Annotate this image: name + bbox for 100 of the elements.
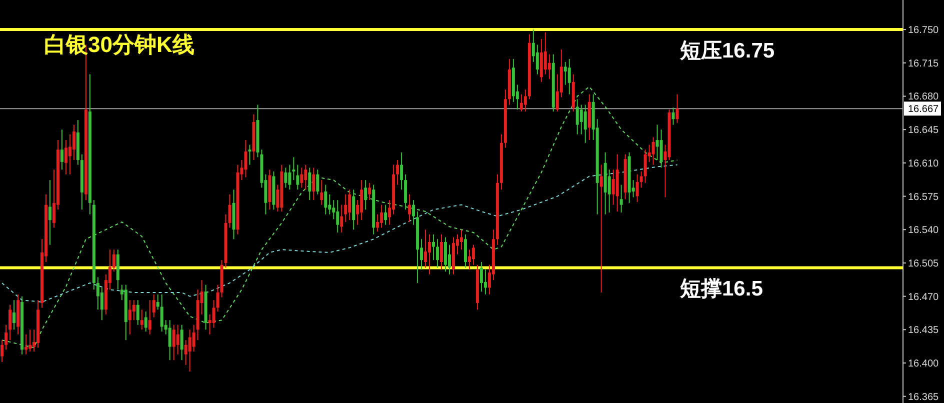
y-tick-label: 16.400: [908, 358, 940, 370]
y-tick-label: 16.505: [908, 258, 940, 270]
candlestick: [636, 174, 639, 202]
candlestick: [444, 236, 448, 272]
y-tick-label: 16.435: [908, 325, 940, 336]
candlestick: [660, 129, 663, 168]
candlestick: [212, 300, 216, 328]
candlestick: [428, 234, 432, 275]
candlestick: [248, 144, 252, 166]
y-tick-label: 16.680: [908, 92, 940, 103]
candlestick: [612, 169, 615, 206]
candlestick: [296, 164, 300, 190]
candlestick: [300, 167, 304, 188]
candlestick: [644, 149, 647, 184]
candlestick: [308, 167, 312, 201]
candlestick: [100, 287, 104, 321]
candlestick: [472, 244, 475, 266]
candlestick: [336, 200, 340, 233]
y-tick-label: 16.470: [908, 292, 940, 303]
candlestick: [288, 164, 292, 190]
y-tick-label: 16.715: [908, 58, 940, 70]
candlestick: [424, 229, 428, 268]
candlestick: [216, 284, 220, 312]
candlestick: [136, 300, 140, 326]
candlestick: [292, 156, 296, 181]
candlestick: [384, 204, 388, 226]
candlestick: [148, 300, 152, 335]
candlestick: [48, 180, 52, 246]
candlestick: [364, 180, 368, 210]
candlestick: [436, 238, 440, 268]
candlestick: [464, 234, 467, 268]
candlestick: [524, 89, 527, 112]
candlestick: [412, 200, 416, 226]
candlestick: [168, 320, 172, 361]
candlestick: [156, 294, 160, 310]
candlestick: [324, 184, 328, 215]
candlestick: [284, 167, 288, 188]
candlestick: [160, 294, 164, 332]
candlestick: [408, 194, 412, 222]
candlestick: [536, 44, 539, 75]
candlestick: [568, 58, 571, 95]
candlestick: [548, 54, 551, 80]
candlestick: [176, 324, 180, 355]
candlestick: [448, 244, 451, 275]
candlestick: [0, 340, 4, 363]
candlestick: [348, 189, 352, 221]
candlestick: [432, 234, 436, 261]
candlestick: [12, 300, 16, 330]
candlestick: [352, 189, 356, 230]
candlestick: [600, 164, 603, 293]
candlestick: [244, 140, 248, 178]
y-tick-label: 16.750: [908, 25, 940, 36]
candlestick: [484, 269, 487, 295]
candlestick: [320, 180, 324, 206]
candlestick: [360, 180, 364, 221]
candlestick: [676, 94, 679, 124]
candlestick: [60, 129, 64, 170]
candlestick: [468, 249, 471, 270]
candlestick: [144, 311, 148, 332]
candlestick: [316, 169, 320, 195]
y-tick-label: 16.575: [908, 192, 940, 203]
candlestick: [396, 160, 400, 186]
candlestick: [400, 152, 404, 190]
candlestick: [380, 204, 384, 228]
candlestick: [368, 182, 372, 201]
ref-line-label: 16.667: [908, 104, 940, 116]
candlestick: [152, 294, 156, 318]
candlestick: [4, 324, 8, 350]
candlestick: [64, 140, 68, 175]
candlestick: [376, 214, 380, 232]
candlestick: [132, 300, 136, 321]
candlestick: [128, 300, 132, 335]
candlestick: [656, 124, 659, 161]
candlestick: [544, 32, 547, 75]
candlestick: [564, 61, 567, 86]
candlestick: [460, 229, 463, 250]
candlestick: [344, 194, 348, 222]
candlestick: [580, 104, 583, 135]
candlestick: [68, 134, 72, 175]
candlestick: [8, 304, 12, 341]
candlestick: [28, 329, 32, 352]
y-tick-label: 16.610: [908, 158, 940, 170]
ref-line-label: 短压16.75: [679, 40, 775, 63]
candlestick: [172, 324, 176, 361]
y-tick-label: 16.645: [908, 125, 940, 136]
candlestick: [404, 174, 408, 210]
text: 白银30分钟K线: [44, 32, 194, 57]
candlestick: [672, 107, 675, 126]
candlestick: [620, 184, 623, 213]
candlestick: [96, 276, 100, 310]
candlestick: [304, 164, 308, 190]
candlestick: [188, 329, 192, 372]
candlestick: [340, 204, 344, 233]
candlestick: [192, 324, 196, 352]
candlestick: [520, 94, 523, 112]
candlestick: [140, 309, 144, 330]
candlestick: [184, 340, 188, 366]
ref-line-label: 短撑16.5: [679, 278, 764, 301]
y-tick-label: 16.540: [908, 225, 940, 236]
line-series: [2, 164, 678, 302]
